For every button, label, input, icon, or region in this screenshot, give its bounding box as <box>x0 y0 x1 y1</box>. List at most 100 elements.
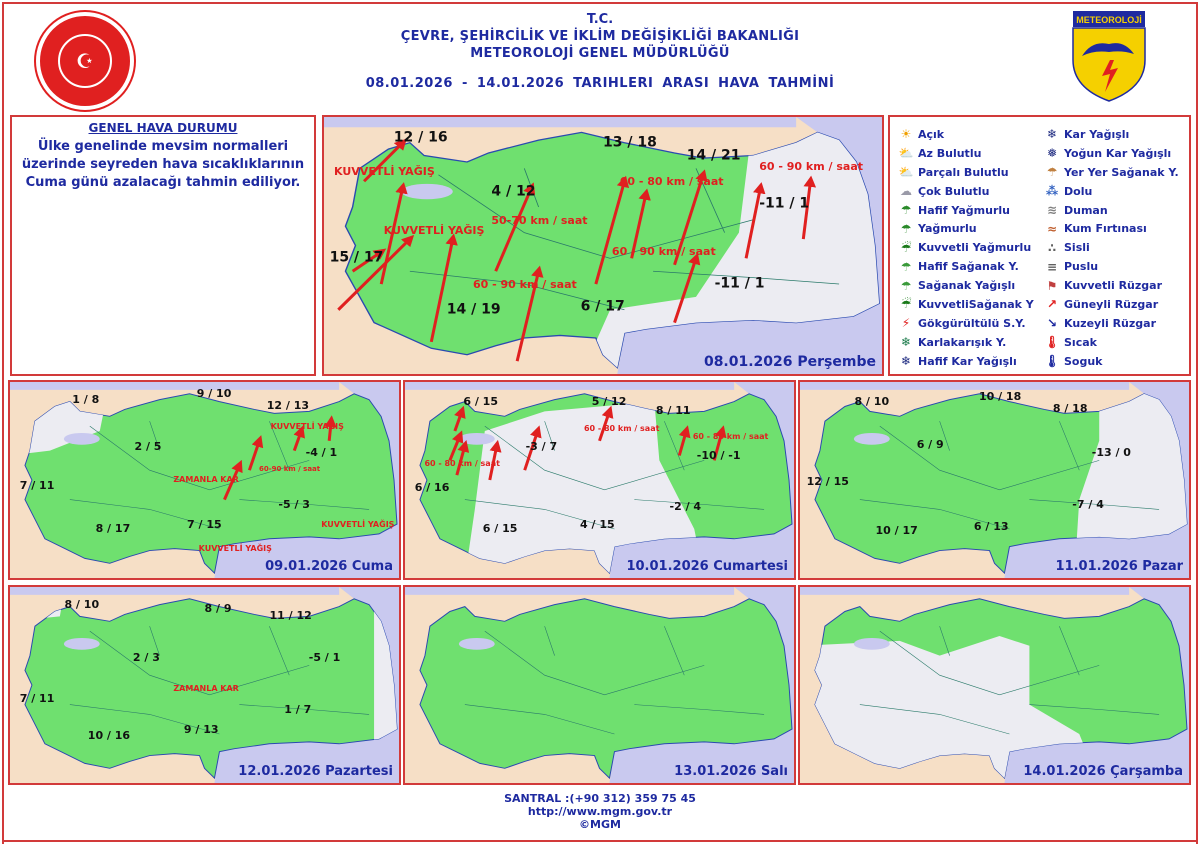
wind-arrow-icon <box>525 425 542 470</box>
legend-item: ❅ Yoğun Kar Yağışlı <box>1044 144 1190 163</box>
scattered-shower-icon: ☂ <box>1046 165 1058 180</box>
precipitation-area <box>419 598 793 780</box>
legend-item: ☔ Kuvvetli Yağmurlu <box>898 238 1044 257</box>
map-date: 10.01.2026 Cumartesi <box>626 559 788 574</box>
footer-divider <box>2 840 1198 842</box>
wind-arrow-icon <box>224 459 243 499</box>
footer: SANTRAL :(+90 312) 359 75 45 http://www.… <box>400 792 800 831</box>
legend-label: Puslu <box>1064 260 1099 274</box>
thunderstorm-icon: ⚡ <box>901 316 911 331</box>
footer-url[interactable]: http://www.mgm.gov.tr <box>527 805 673 818</box>
temperature-range: 2 / 3 <box>132 650 160 664</box>
wind-arrow-icon <box>746 180 768 259</box>
legend-label: Kum Fırtınası <box>1064 222 1147 236</box>
precipitation-area <box>24 393 398 575</box>
forecast-map-day2: 1 / 8 9 / 10 12 / 13 2 / 5 -4 / 1 7 / 11 -5 / … <box>8 380 401 580</box>
smoke-icon: ≋ <box>1046 203 1058 217</box>
heavy-shower-icon: ☔ <box>900 297 912 312</box>
legend-label: Sisli <box>1064 241 1090 255</box>
legend-item: ☂ Hafif Sağanak Y. <box>898 257 1044 276</box>
sun-small-cloud-icon: ⛅ <box>898 146 914 161</box>
marmara-sea <box>458 637 495 650</box>
forecast-period: 08.01.2026 - 14.01.2026 TARIHLERI ARASI … <box>365 76 835 91</box>
wind-arrow-icon <box>714 425 727 460</box>
wind-arrow-icon <box>679 425 691 456</box>
light-snow-icon: ❄ <box>900 354 912 369</box>
map-date: 09.01.2026 Cuma <box>265 559 393 574</box>
legend-item: ⚡ Gökgürültülü S.Y. <box>898 314 1044 333</box>
forecast-map-day5: 8 / 10 8 / 9 11 / 12 2 / 3 -5 / 1 7 / 11 1 / 7… <box>8 585 401 785</box>
map-date: 12.01.2026 Pazartesi <box>238 764 393 779</box>
legend-item: ☀ Açık <box>898 125 1044 144</box>
strong-wind-icon: ⚑ <box>1046 278 1058 293</box>
legend-label: Yoğun Kar Yağışlı <box>1064 146 1172 160</box>
temperature-range: 7 / 15 <box>186 518 222 532</box>
temperature-range: 2 / 5 <box>134 439 162 453</box>
temperature-range: 8 / 10 <box>64 597 100 611</box>
wind-arrow-icon <box>632 186 653 258</box>
legend-label: Hafif Yağmurlu <box>918 203 1010 217</box>
legend-item: ❄ Kar Yağışlı <box>1044 125 1190 144</box>
legend-item: 🌡 Sıcak <box>1044 333 1190 352</box>
map-annotation: 60 - 80 km / saat <box>619 175 724 189</box>
temperature-range: 9 / 10 <box>196 386 232 400</box>
temperature-range: -10 / -1 <box>696 448 741 462</box>
marmara-sea <box>853 432 890 445</box>
legend-label: Karlakarışık Y. <box>918 335 1007 349</box>
map-date: 13.01.2026 Salı <box>674 764 788 779</box>
legend-label: Kuvvetli Rüzgar <box>1064 279 1163 293</box>
footer-phone: SANTRAL :(+90 312) 359 75 45 <box>504 792 696 805</box>
temperature-range: 8 / 9 <box>204 601 232 615</box>
temperature-range: 14 / 21 <box>686 146 741 163</box>
wind-arrow-icon <box>600 405 614 440</box>
marmara-sea <box>458 432 495 445</box>
map-annotation: KUVVETLİ YAĞIŞ <box>321 520 395 530</box>
wind-arrow-icon <box>353 247 389 271</box>
legend-item: ↘ Kuzeyli Rüzgar <box>1044 314 1190 333</box>
footer-copyright: ©MGM <box>579 818 621 831</box>
temperature-range: 12 / 16 <box>393 128 448 145</box>
crescent-star-icon: ☪ <box>58 34 112 88</box>
turkey-map <box>324 117 882 374</box>
temperature-range: 1 / 7 <box>284 703 312 717</box>
legend-item: ⁂ Dolu <box>1044 182 1190 201</box>
legend-item: ❄ Hafif Kar Yağışlı <box>898 352 1044 371</box>
light-rain-icon: ☂ <box>900 203 912 217</box>
wind-arrow-icon <box>596 173 631 284</box>
cold-thermometer-icon: 🌡 <box>1044 354 1060 369</box>
temperature-range: 7 / 11 <box>19 478 55 492</box>
wind-arrow-icon <box>675 250 702 322</box>
sandstorm-icon: ≈ <box>1046 221 1058 236</box>
wind-arrow-icon <box>431 231 460 342</box>
legend-panel: ☀ Açık ⛅ Az Bulutlu ⛅ Parçalı Bulutlu ☁ Çok Bul… <box>888 115 1191 376</box>
legend-item: ⚑ Kuvvetli Rüzgar <box>1044 276 1190 295</box>
legend-label: Sağanak Yağışlı <box>918 279 1016 293</box>
temperature-range: 8 / 10 <box>854 394 890 408</box>
temperature-range: -3 / 7 <box>525 439 558 453</box>
map-date: 08.01.2026 Perşembe <box>703 354 876 370</box>
legend-label: Parçalı Bulutlu <box>918 165 1009 179</box>
south-wind-arrow-icon: ↗ <box>1046 297 1058 312</box>
temperature-range: 1 / 8 <box>72 392 100 406</box>
shower-icon: ☂ <box>900 278 912 293</box>
legend-item: ⛅ Az Bulutlu <box>898 144 1044 163</box>
rain-icon: ☂ <box>900 221 912 236</box>
header-directorate: METEOROLOJİ GENEL MÜDÜRLÜĞÜ <box>470 46 730 61</box>
temperature-range: 8 / 11 <box>655 404 691 418</box>
temperature-range: 10 / 16 <box>87 728 131 742</box>
wind-arrow-icon <box>450 430 464 461</box>
map-annotation: ZAMANLA KAR <box>173 684 239 693</box>
wind-arrow-icon <box>496 180 537 272</box>
heavy-snow-icon: ❅ <box>1046 146 1058 161</box>
temperature-range: 6 / 13 <box>973 519 1009 533</box>
legend-item: ∴ Sisli <box>1044 238 1190 257</box>
map-annotation: 60 - 80 km / saat <box>692 431 769 441</box>
wind-arrow-icon <box>517 263 546 361</box>
turkey-map <box>10 382 399 578</box>
wind-arrow-icon <box>490 439 502 480</box>
legend-label: Gökgürültülü S.Y. <box>918 316 1026 330</box>
forecast-map-day1: 12 / 16 13 / 18 14 / 21 4 / 12 -11 / 1 15 / 1… <box>322 115 884 376</box>
hot-thermometer-icon: 🌡 <box>1044 335 1060 350</box>
general-title: GENEL HAVA DURUMU <box>88 121 238 135</box>
marmara-sea <box>401 183 453 200</box>
